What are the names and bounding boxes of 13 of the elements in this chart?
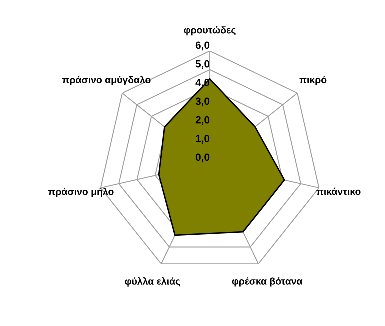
- spoke-label: πράσινο αμύγδαλο: [62, 76, 151, 86]
- spoke-label: φρέσκα βότανα: [232, 278, 303, 287]
- spoke-label: πράσινο μήλο: [48, 188, 114, 198]
- y-tick-label: 3,0: [196, 98, 210, 107]
- y-tick-label: 0,0: [196, 154, 210, 163]
- y-tick-label: 6,0: [196, 42, 210, 51]
- spoke-label: φρουτώδες: [184, 26, 236, 36]
- y-tick-label: 5,0: [196, 60, 210, 70]
- y-tick-label: 2,0: [196, 116, 210, 126]
- spoke-label: φύλλα ελιάς: [125, 278, 180, 287]
- y-tick-label: 1,0: [196, 135, 210, 144]
- spoke-label: πικρό: [300, 76, 327, 86]
- spoke-label: πικάντικο: [316, 188, 361, 196]
